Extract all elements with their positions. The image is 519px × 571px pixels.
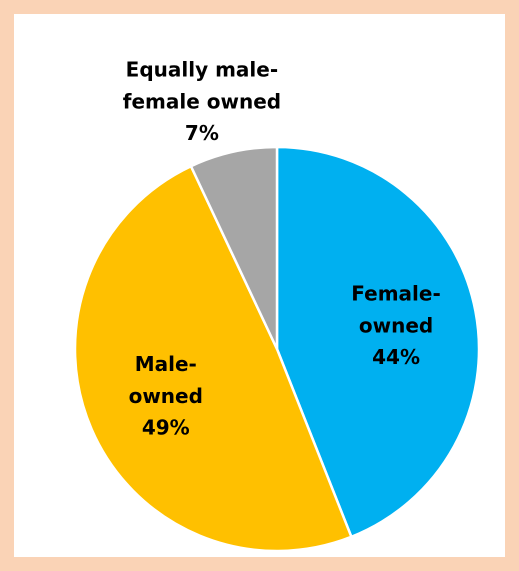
value-label: 49% — [142, 416, 190, 440]
pie-slice — [189, 145, 279, 350]
value-label: 7% — [185, 121, 219, 145]
slice-label-line: Male- — [135, 352, 197, 376]
pie-slice — [275, 145, 481, 539]
pie-slice — [73, 164, 353, 553]
slice-label: Equally male-female owned — [123, 57, 281, 113]
slice-label-line: owned — [129, 384, 203, 408]
slice-label: Male-owned — [129, 352, 203, 408]
slice-label-line: Female- — [351, 281, 440, 305]
slice-label: Female-owned — [351, 281, 440, 337]
slice-label-line: female owned — [123, 89, 281, 113]
slice-label-line: Equally male- — [126, 57, 278, 81]
slice-label-line: owned — [359, 313, 433, 337]
value-label: 44% — [372, 345, 420, 369]
